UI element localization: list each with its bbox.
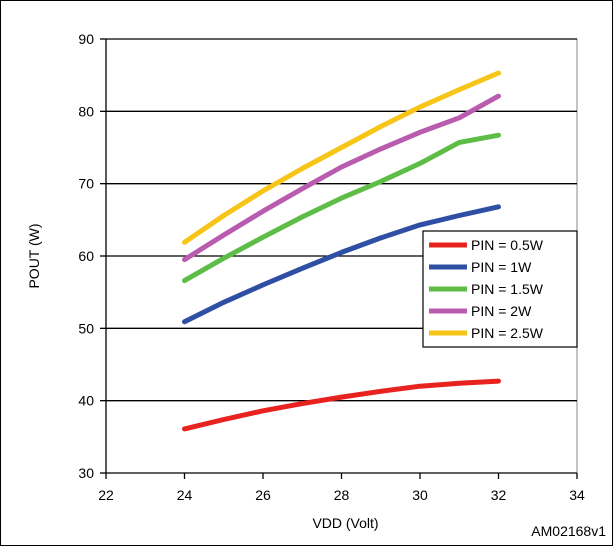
series-line-1: [182, 378, 501, 432]
x-tick-label: 24: [177, 487, 193, 503]
legend: PIN = 0.5W PIN = 1W PIN = 1.5W PIN = 2W PIN …: [422, 230, 578, 348]
x-axis-title: VDD (Volt): [312, 515, 378, 531]
series-lines: [182, 70, 501, 432]
y-tick-label: 40: [78, 393, 94, 409]
series-line-4: [182, 93, 501, 263]
series-line-5: [182, 70, 501, 245]
y-tick-label: 60: [78, 248, 94, 264]
y-tick-label: 70: [78, 176, 94, 192]
y-tick-label: 30: [78, 465, 94, 481]
legend-label: PIN = 2W: [471, 303, 532, 319]
x-tick-label: 30: [412, 487, 428, 503]
y-tick-label: 80: [78, 103, 94, 119]
tick-labels: 30 40 50 60 70 80 90 22 24 26 28 30 32 34: [78, 31, 585, 503]
x-tick-label: 28: [334, 487, 350, 503]
y-tick-label: 50: [78, 320, 94, 336]
legend-label: PIN = 2.5W: [471, 325, 544, 341]
series-line-3: [182, 132, 501, 284]
y-axis-title: POUT (W): [26, 223, 42, 288]
x-tick-label: 32: [491, 487, 507, 503]
legend-label: PIN = 1.5W: [471, 281, 544, 297]
x-tick-label: 34: [569, 487, 585, 503]
x-tick-label: 26: [255, 487, 271, 503]
legend-label: PIN = 1W: [471, 259, 532, 275]
axes: [100, 38, 578, 479]
legend-label: PIN = 0.5W: [471, 237, 544, 253]
y-tick-label: 90: [78, 31, 94, 47]
series-line-2: [182, 204, 501, 325]
figure-id: AM02168v1: [531, 523, 606, 539]
x-tick-label: 22: [98, 487, 114, 503]
